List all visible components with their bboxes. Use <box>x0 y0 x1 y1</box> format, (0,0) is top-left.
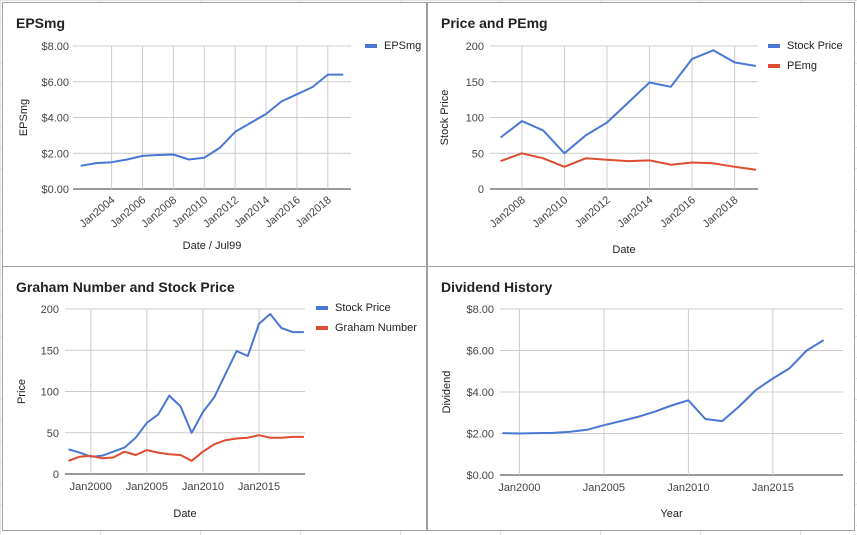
y-tick-label: $4.00 <box>466 387 494 399</box>
x-tick-label: Jan2005 <box>126 481 168 493</box>
chart-svg: EPSmg$0.00$2.00$4.00$6.00$8.00Jan2004Jan… <box>16 15 421 252</box>
x-axis-title: Date / Jul99 <box>183 240 242 252</box>
y-tick-label: 0 <box>53 469 59 481</box>
legend-label[interactable]: Graham Number <box>335 322 417 334</box>
y-tick-label: $8.00 <box>41 41 69 53</box>
chart-title: EPSmg <box>16 15 65 31</box>
x-tick-label: Jan2000 <box>498 482 540 494</box>
x-tick-label: Jan2000 <box>70 481 112 493</box>
y-tick-label: 150 <box>41 345 59 357</box>
legend-label[interactable]: Stock Price <box>787 40 843 52</box>
chart-svg: Price and PEmg 0 50 100 150 200 Jan2008 Jan2010… <box>439 15 843 256</box>
y-axis-title: Price <box>16 379 28 404</box>
y-tick-label: 100 <box>466 113 484 125</box>
x-tick-label: Jan2012 <box>573 194 613 230</box>
y-tick-label: 0 <box>478 184 484 196</box>
y-tick-label: $6.00 <box>41 77 69 89</box>
y-tick-label: 50 <box>472 148 484 160</box>
y-axis-title: Stock Price <box>439 90 451 146</box>
legend-swatch <box>316 326 328 330</box>
chart-panel-dividend-history[interactable]: Dividend History $0.00 $2.00 $4.00 $6.00 $8.0… <box>427 266 855 531</box>
legend-label[interactable]: Stock Price <box>335 302 391 314</box>
series-line[interactable] <box>80 73 344 167</box>
chart-title: Dividend History <box>441 279 552 295</box>
x-tick-label: Jan2005 <box>583 482 625 494</box>
y-tick-label: $0.00 <box>466 470 494 482</box>
x-tick-label: Jan2015 <box>752 482 794 494</box>
chart-title: Graham Number and Stock Price <box>16 279 235 295</box>
chart-svg: Graham Number and Stock Price 0 50 100 150 20… <box>16 279 417 520</box>
y-tick-label: $8.00 <box>466 304 494 316</box>
chart-title: Price and PEmg <box>441 15 548 31</box>
x-tick-label: Jan2015 <box>238 481 280 493</box>
x-axis-title: Date <box>173 508 196 520</box>
chart-panel-epsmg[interactable]: EPSmg $0.00 $2.00 $4.00 $6.00 $8.00 Jan2004 Jan… <box>2 2 427 267</box>
x-axis-title: Date <box>612 244 635 256</box>
series-line[interactable] <box>499 49 757 155</box>
y-tick-label: $0.00 <box>41 184 69 196</box>
chart-panel-graham-number[interactable]: Graham Number and Stock Price 0 50 100 150 20… <box>2 266 427 531</box>
legend-label[interactable]: PEmg <box>787 60 817 72</box>
y-tick-label: $4.00 <box>41 113 69 125</box>
y-tick-label: $6.00 <box>466 346 494 358</box>
x-tick-label: Jan2016 <box>658 194 698 230</box>
y-axis-title: EPSmg <box>18 99 30 136</box>
series-line[interactable] <box>68 434 304 462</box>
y-tick-label: 150 <box>466 77 484 89</box>
x-axis-title: Year <box>660 508 683 520</box>
x-tick-label: Jan2014 <box>615 194 655 230</box>
series-line[interactable] <box>500 152 757 171</box>
legend-swatch <box>768 44 780 48</box>
x-tick-label: Jan2008 <box>488 194 528 230</box>
y-tick-label: 100 <box>41 387 59 399</box>
x-tick-label: Jan2010 <box>667 482 709 494</box>
x-tick-label: Jan2010 <box>182 481 224 493</box>
y-tick-label: 200 <box>41 304 59 316</box>
chart-panel-price-and-pemg[interactable]: Price and PEmg 0 50 100 150 200 Jan2008 Jan2010… <box>427 2 855 267</box>
series-line[interactable] <box>68 313 304 458</box>
x-tick-label: Jan2010 <box>530 194 570 230</box>
y-tick-label: 200 <box>466 41 484 53</box>
x-tick-label: Jan2018 <box>700 194 740 230</box>
legend-label[interactable]: EPSmg <box>384 40 421 52</box>
y-tick-label: $2.00 <box>466 429 494 441</box>
y-tick-label: 50 <box>47 428 59 440</box>
y-tick-label: $2.00 <box>41 148 69 160</box>
chart-svg: Dividend History $0.00 $2.00 $4.00 $6.00 $8.0… <box>441 279 843 520</box>
y-axis-title: Dividend <box>441 371 453 414</box>
legend-swatch <box>365 44 377 48</box>
legend-swatch <box>768 64 780 68</box>
series-line[interactable] <box>502 339 825 435</box>
legend-swatch <box>316 306 328 310</box>
